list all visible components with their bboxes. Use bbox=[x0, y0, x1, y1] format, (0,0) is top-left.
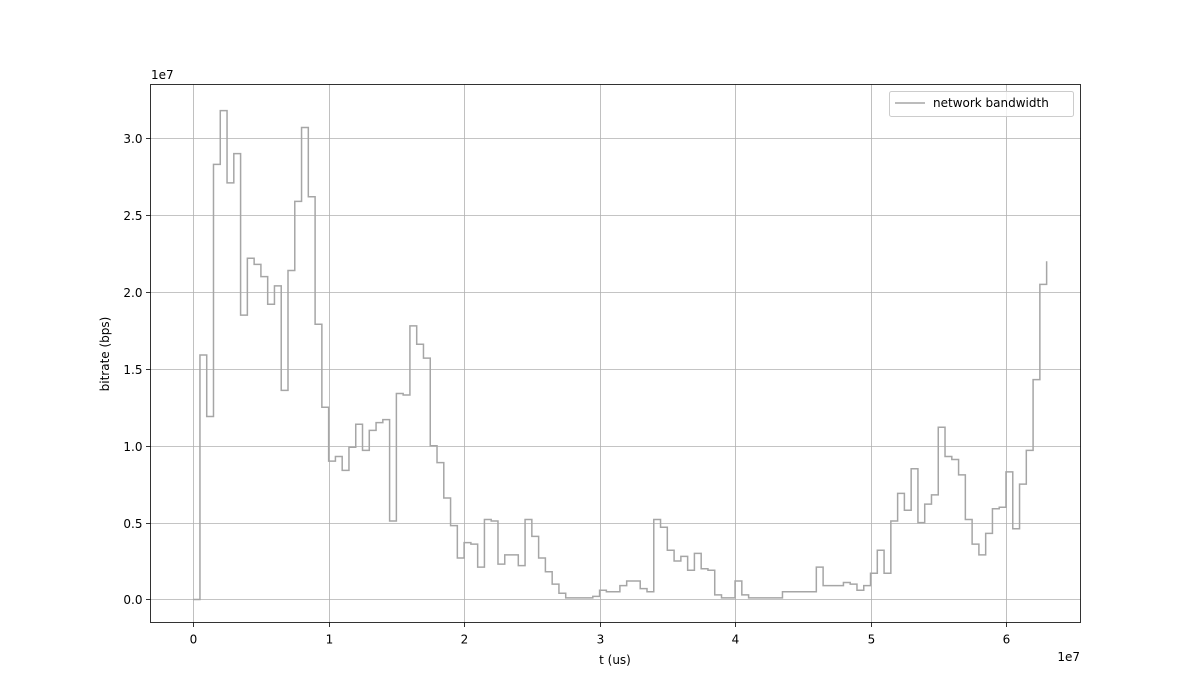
x-tick-label: 0 bbox=[190, 633, 198, 647]
y-tick-label: 1.0 bbox=[123, 440, 142, 454]
y-tick-label: 3.0 bbox=[123, 132, 142, 146]
series-line-network-bandwidth bbox=[193, 109, 1048, 601]
y-tick-label: 0.5 bbox=[123, 517, 142, 531]
legend-box bbox=[889, 91, 1074, 117]
x-tick-label: 5 bbox=[868, 633, 876, 647]
series-layer bbox=[193, 109, 1048, 601]
x-axis-label: t (us) bbox=[599, 653, 631, 667]
x-tick-label: 3 bbox=[597, 633, 605, 647]
x-tick-label: 1 bbox=[326, 633, 334, 647]
x-tick-label: 6 bbox=[1003, 633, 1011, 647]
grid-lines bbox=[150, 84, 1081, 623]
y-axis-label: bitrate (bps) bbox=[98, 317, 112, 392]
y-axis-ticks: 0.0 0.5 1.0 1.5 2.0 2.5 3.0 bbox=[123, 132, 151, 607]
x-tick-label: 4 bbox=[732, 633, 740, 647]
x-axis-ticks: 0 1 2 3 4 5 6 bbox=[190, 622, 1011, 647]
legend-label-network-bandwidth: network bandwidth bbox=[933, 96, 1049, 110]
y-tick-label: 0.0 bbox=[123, 593, 142, 607]
plot-frame bbox=[150, 84, 1081, 623]
legend: network bandwidth bbox=[889, 91, 1074, 117]
x-axis-offset-text: 1e7 bbox=[1057, 650, 1080, 664]
y-tick-label: 2.5 bbox=[123, 209, 142, 223]
y-axis-offset-text: 1e7 bbox=[151, 68, 174, 82]
plot-area bbox=[150, 84, 1081, 623]
y-tick-label: 1.5 bbox=[123, 363, 142, 377]
y-tick-label: 2.0 bbox=[123, 286, 142, 300]
x-tick-label: 2 bbox=[461, 633, 469, 647]
